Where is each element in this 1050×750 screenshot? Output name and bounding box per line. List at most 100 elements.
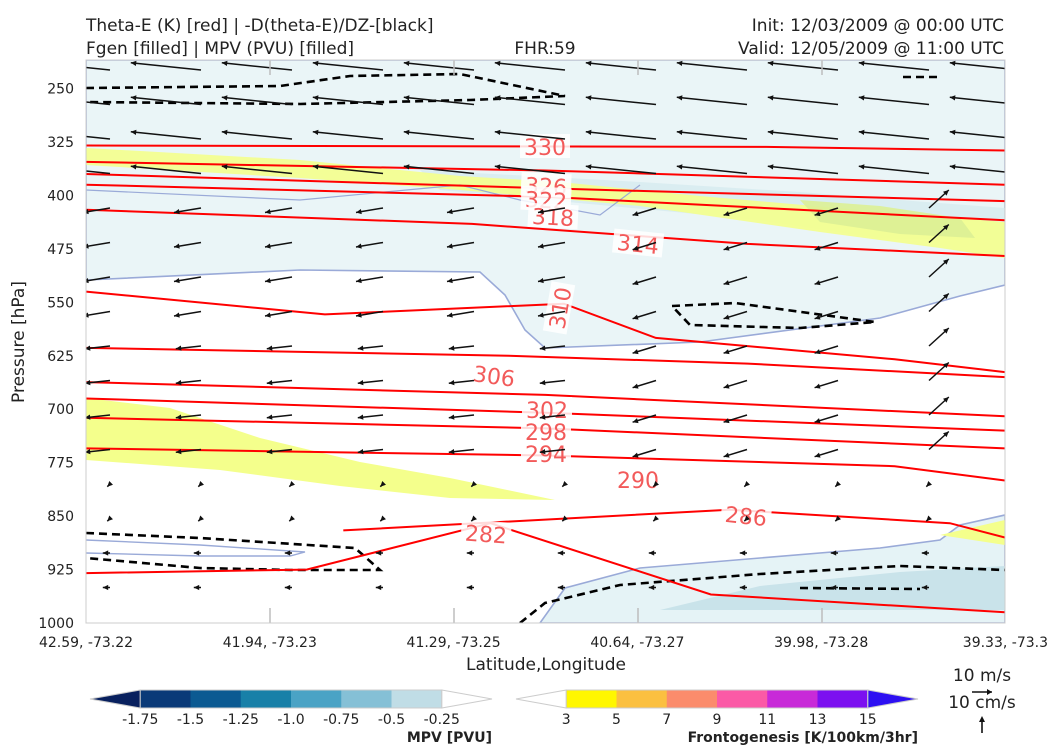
wind-vector-head [265,312,271,318]
wind-vector-head [858,129,865,135]
wind-vector-head [175,414,182,420]
wind-vector-head [767,60,774,66]
wind-vector-head [744,481,750,487]
wind-vector-head [585,95,592,101]
colorbar-tick: -0.5 [378,712,405,728]
dthetadz-contour [86,531,384,572]
wind-vector-head [221,60,228,66]
colorbar-swatch [515,689,567,709]
colorbar-swatch [666,690,718,708]
theta-e-contour-306 [86,346,1005,379]
fgen-fill-upper-green [800,200,975,238]
wind-vector-head [723,314,730,320]
wind-vector-head [1013,550,1018,555]
wind-vector-head [494,164,501,170]
wind-vector [1020,328,1040,346]
wind-vector [949,96,1005,104]
wind-vector-head [943,224,949,231]
fgen-colorbar: 3 5 7 9 11 13 15 [515,689,919,728]
wind-vector-head [130,129,137,135]
wind-vector [86,170,111,175]
colorbar-tick: 15 [859,712,877,728]
wind-vector-head [312,60,319,66]
wind-vector [403,165,475,175]
colorbar-swatch [717,690,768,708]
wind-vector [1020,397,1040,415]
wind-vector-head [356,209,362,215]
wind-vector-head [198,515,204,522]
wind-vector-head [814,280,821,286]
colorbar-swatch [89,689,141,709]
wind-vector [312,96,384,106]
wind-vector-head [174,312,180,318]
wind-vector-head [1017,516,1023,522]
theta-e-contour-326 [86,160,1005,186]
wind-vector-head [676,60,683,66]
wind-vector [130,62,202,71]
contour-label-bg [527,202,579,230]
wind-vector-head [557,584,564,591]
wind-vector-head [723,383,730,389]
colorbar-tick: -1.5 [177,712,204,728]
wind-vector-head [648,584,655,591]
wind-vector [1017,484,1020,487]
wind-vector-head [830,584,837,591]
wind-vector-head [289,481,295,487]
wind-vector-head [284,584,291,591]
mpv-colorbar-label: MPV [PVU] [407,730,492,746]
wind-vectors [86,60,1040,591]
wind-vector [494,165,566,175]
dthetadz-contour [799,586,921,591]
wind-vector-head [632,280,639,286]
y-tick-label: 775 [47,456,74,472]
contour-label-bg [719,500,773,530]
wind-vector-head [266,345,273,351]
wind-vector-head [949,129,956,135]
contour-label-330: 330 [524,136,566,161]
wind-vector-head [86,414,91,420]
wind-vector [767,96,839,106]
wind-vector [949,165,1005,173]
wind-vector-head [375,550,382,556]
dthetadz-contours [86,72,1005,623]
wind-vector-head [1034,397,1040,403]
contour-label-bg [467,359,521,391]
wind-vector-head [471,481,477,487]
wind-vector-head [403,164,410,170]
wind-vector-head [130,95,137,101]
colorbar-tick: 5 [612,712,621,728]
wind-vector-head [858,60,865,66]
wind-vector-head [174,278,180,284]
y-tick-label: 325 [47,135,74,151]
wind-vector [676,165,748,175]
wind-vector-head [562,481,568,487]
wind-vector-head [312,164,319,170]
wind-vector-head [447,312,453,318]
wind-vector [221,131,293,140]
wind-vector [86,101,111,106]
wind-vector-head [632,349,639,355]
contour-label-bg [542,281,576,335]
colorbar-swatch [867,689,919,709]
wind-vector-head [471,515,477,522]
wind-vector-head [585,60,592,66]
wind-vector-head [585,164,592,170]
wind-vector-head [835,481,841,487]
wind-vector-head [86,345,91,351]
wind-vector-head [356,278,362,284]
wind-vector [858,62,930,71]
wind-vector [858,131,930,140]
colorbar-swatch [616,690,668,708]
wind-vector-head [653,481,659,487]
wind-vector-head [926,515,932,522]
wind-vector-head [676,95,683,101]
theta-e-contour-302 [86,381,1005,418]
contour-label-bg [611,228,665,258]
contour-label-bg [521,441,571,465]
wind-vector [676,131,748,140]
wind-vector [767,165,839,175]
theta-e-contour-290 [86,447,1005,482]
wind-vector-head [193,550,200,556]
wind-vector-head [175,380,182,386]
wind-vector-head [86,380,91,386]
